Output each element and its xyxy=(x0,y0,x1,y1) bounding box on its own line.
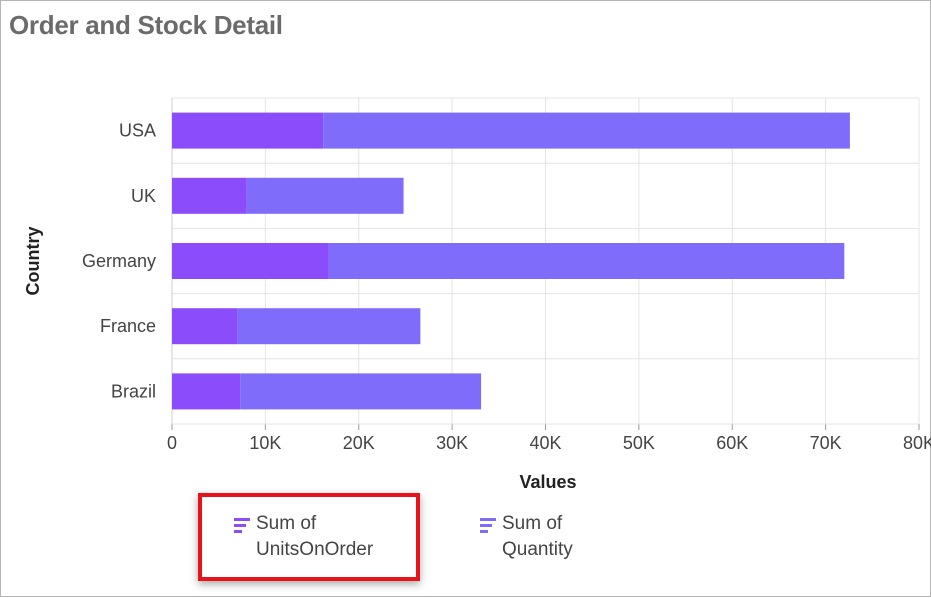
y-tick-labels: USA UK Germany France Brazil xyxy=(82,121,156,402)
x-tick-label: 70K xyxy=(810,433,842,453)
legend-label: Sum of Quantity xyxy=(502,511,642,563)
legend-item-units-on-order[interactable]: Sum of UnitsOnOrder xyxy=(232,511,396,563)
x-tick-label: 0 xyxy=(167,433,177,453)
x-tick-label: 60K xyxy=(716,433,748,453)
bar-units-on-order xyxy=(172,113,323,149)
bar-quantity xyxy=(323,113,850,149)
x-axis-title: Values xyxy=(519,472,576,492)
bar-units-on-order xyxy=(172,373,240,409)
legend-label-line2: UnitsOnOrder xyxy=(256,537,396,563)
legend-label-line2: Quantity xyxy=(502,537,642,563)
bar-quantity xyxy=(237,308,420,344)
y-tick-label: Brazil xyxy=(111,381,156,401)
y-axis-title: Country xyxy=(23,227,43,296)
y-tick-label: Germany xyxy=(82,251,156,271)
legend-item-quantity[interactable]: Sum of Quantity xyxy=(478,511,642,563)
y-tick-label: France xyxy=(100,316,156,336)
y-tick-label: USA xyxy=(119,121,156,141)
bar-legend-icon xyxy=(232,514,254,536)
bar-units-on-order xyxy=(172,243,329,279)
x-tick-label: 50K xyxy=(623,433,655,453)
legend-label: Sum of UnitsOnOrder xyxy=(256,511,396,563)
bar-quantity xyxy=(240,373,481,409)
x-tick-label: 10K xyxy=(249,433,281,453)
bar-quantity xyxy=(247,178,404,214)
bar-quantity xyxy=(329,243,844,279)
x-tick-label: 80K xyxy=(903,433,931,453)
y-tick-label: UK xyxy=(131,186,156,206)
x-tick-label: 20K xyxy=(343,433,375,453)
legend-label-line1: Sum of xyxy=(256,511,396,537)
x-tick-labels: 0 10K 20K 30K 40K 50K 60K 70K 80K xyxy=(167,433,931,453)
x-tick-label: 30K xyxy=(436,433,468,453)
bar-units-on-order xyxy=(172,308,237,344)
bars-layer xyxy=(172,113,850,410)
x-tick-label: 40K xyxy=(529,433,561,453)
bar-legend-icon xyxy=(478,514,500,536)
legend-label-line1: Sum of xyxy=(502,511,642,537)
bar-units-on-order xyxy=(172,178,247,214)
